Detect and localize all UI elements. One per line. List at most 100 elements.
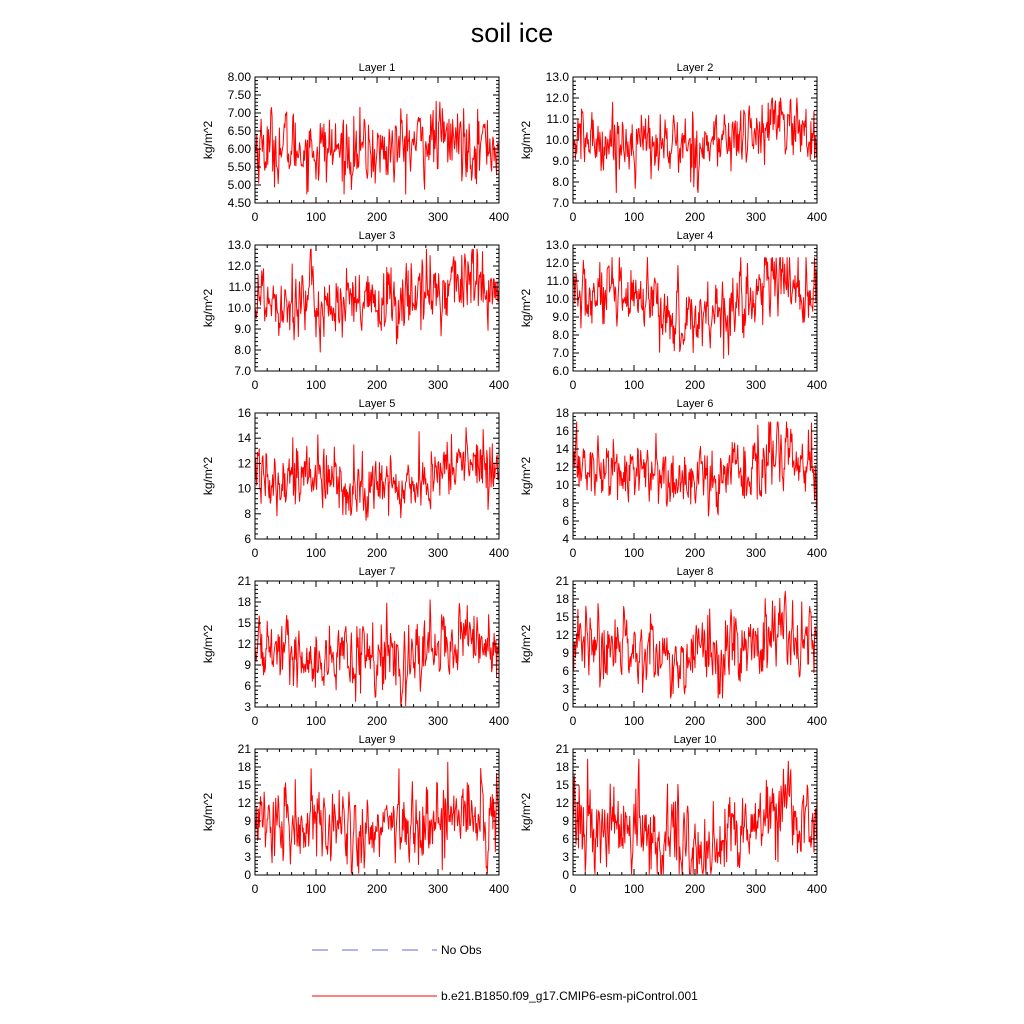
y-tick-label: 0 (562, 868, 569, 882)
x-tick-label: 100 (306, 714, 326, 728)
y-tick-label: 8.0 (234, 343, 251, 357)
x-tick-label: 100 (306, 210, 326, 224)
y-axis-label: kg/m^2 (519, 793, 533, 832)
legend-label-model-run: b.e21.B1850.f09_g17.CMIP6-esm-piControl.… (441, 989, 698, 1003)
x-tick-label: 0 (252, 546, 259, 560)
y-tick-label: 10 (556, 478, 570, 492)
panel-layer-10: Layer 10 kg/m^2 0 100 200 300 400 0 3 6 9 12 15 18 21 (519, 734, 827, 896)
y-tick-label: 9 (244, 814, 251, 828)
series-line (572, 97, 818, 193)
panel-layer-6: Layer 6 kg/m^2 0 100 200 300 400 4 6 8 10 12 14 16 18 (519, 398, 827, 560)
y-tick-label: 12.0 (228, 259, 252, 273)
y-axis-label: kg/m^2 (519, 457, 533, 496)
x-tick-label: 100 (624, 546, 644, 560)
x-tick-label: 200 (367, 714, 387, 728)
plot-frame (254, 412, 500, 540)
panel-layer-7: Layer 7 kg/m^2 0 100 200 300 400 3 6 9 12 15 18 21 (201, 566, 509, 728)
x-tick-label: 300 (746, 210, 766, 224)
x-tick-label: 0 (252, 210, 259, 224)
y-tick-label: 7.0 (234, 364, 251, 378)
y-tick-label: 16 (556, 424, 570, 438)
x-tick-label: 200 (367, 210, 387, 224)
y-tick-label: 6 (244, 532, 251, 546)
y-tick-label: 9.0 (234, 322, 251, 336)
y-tick-label: 9 (562, 646, 569, 660)
y-tick-label: 3 (562, 682, 569, 696)
panel-title: Layer 10 (674, 734, 717, 746)
y-tick-label: 8.0 (552, 175, 569, 189)
y-tick-label: 9.0 (552, 310, 569, 324)
x-tick-label: 400 (807, 210, 827, 224)
x-tick-label: 400 (489, 210, 509, 224)
y-tick-label: 21 (556, 574, 570, 588)
x-tick-label: 300 (746, 546, 766, 560)
x-tick-label: 100 (624, 378, 644, 392)
y-tick-label: 18 (238, 595, 252, 609)
x-tick-label: 0 (570, 546, 577, 560)
panel-title: Layer 2 (677, 62, 714, 74)
panel-layer-1: Layer 1 kg/m^2 0 100 200 300 400 4.50 5.00 5.50 6.… (201, 62, 509, 224)
y-axis-label: kg/m^2 (201, 289, 215, 328)
x-tick-label: 300 (428, 210, 448, 224)
x-tick-label: 400 (489, 546, 509, 560)
x-tick-label: 300 (746, 714, 766, 728)
y-tick-label: 8 (244, 507, 251, 521)
y-tick-label: 9 (562, 814, 569, 828)
y-tick-label: 6.50 (228, 124, 252, 138)
y-tick-label: 15 (556, 610, 570, 624)
y-tick-label: 18 (556, 760, 570, 774)
y-tick-label: 6 (244, 679, 251, 693)
y-tick-label: 12.0 (546, 91, 570, 105)
y-tick-label: 3 (244, 850, 251, 864)
y-tick-label: 6 (562, 832, 569, 846)
panel-title: Layer 1 (359, 62, 396, 74)
y-tick-label: 21 (238, 574, 252, 588)
series-line (572, 257, 818, 359)
y-tick-label: 11.0 (229, 280, 252, 294)
y-tick-label: 15 (238, 616, 252, 630)
y-tick-label: 12 (238, 637, 252, 651)
x-tick-label: 0 (570, 714, 577, 728)
plot-frame (254, 748, 500, 876)
x-tick-label: 100 (624, 882, 644, 896)
y-tick-label: 12 (556, 628, 570, 642)
x-tick-label: 400 (807, 882, 827, 896)
y-tick-label: 5.00 (228, 178, 252, 192)
y-tick-label: 12 (238, 456, 252, 470)
x-tick-label: 0 (570, 210, 577, 224)
y-tick-label: 7.00 (228, 106, 252, 120)
x-tick-label: 300 (746, 882, 766, 896)
x-tick-label: 100 (306, 546, 326, 560)
x-tick-label: 200 (367, 546, 387, 560)
y-tick-label: 4 (562, 532, 569, 546)
y-tick-label: 8.0 (552, 328, 569, 342)
y-tick-label: 21 (556, 742, 570, 756)
y-tick-label: 15 (556, 778, 570, 792)
legend-label-no-obs: No Obs (441, 943, 482, 957)
y-tick-label: 14 (238, 431, 252, 445)
x-tick-label: 0 (252, 714, 259, 728)
y-tick-label: 18 (556, 592, 570, 606)
x-tick-label: 0 (570, 378, 577, 392)
panel-title: Layer 6 (677, 398, 714, 410)
panel-title: Layer 4 (677, 230, 714, 242)
series-line (254, 761, 500, 874)
y-tick-label: 12 (556, 796, 570, 810)
y-tick-label: 0 (244, 868, 251, 882)
x-tick-label: 300 (428, 378, 448, 392)
x-tick-label: 100 (306, 882, 326, 896)
series-line (572, 758, 818, 875)
y-tick-label: 5.50 (228, 160, 252, 174)
y-tick-label: 9.0 (552, 154, 569, 168)
y-tick-label: 6.00 (228, 142, 252, 156)
y-tick-label: 9 (244, 658, 251, 672)
y-tick-label: 18 (238, 760, 252, 774)
x-tick-label: 200 (367, 882, 387, 896)
y-axis-label: kg/m^2 (201, 457, 215, 496)
y-axis-label: kg/m^2 (201, 793, 215, 832)
y-tick-label: 7.0 (552, 346, 569, 360)
legend: No Obs b.e21.B1850.f09_g17.CMIP6-esm-piC… (312, 943, 698, 1003)
y-tick-label: 10.0 (546, 133, 570, 147)
y-axis-label: kg/m^2 (201, 121, 215, 160)
